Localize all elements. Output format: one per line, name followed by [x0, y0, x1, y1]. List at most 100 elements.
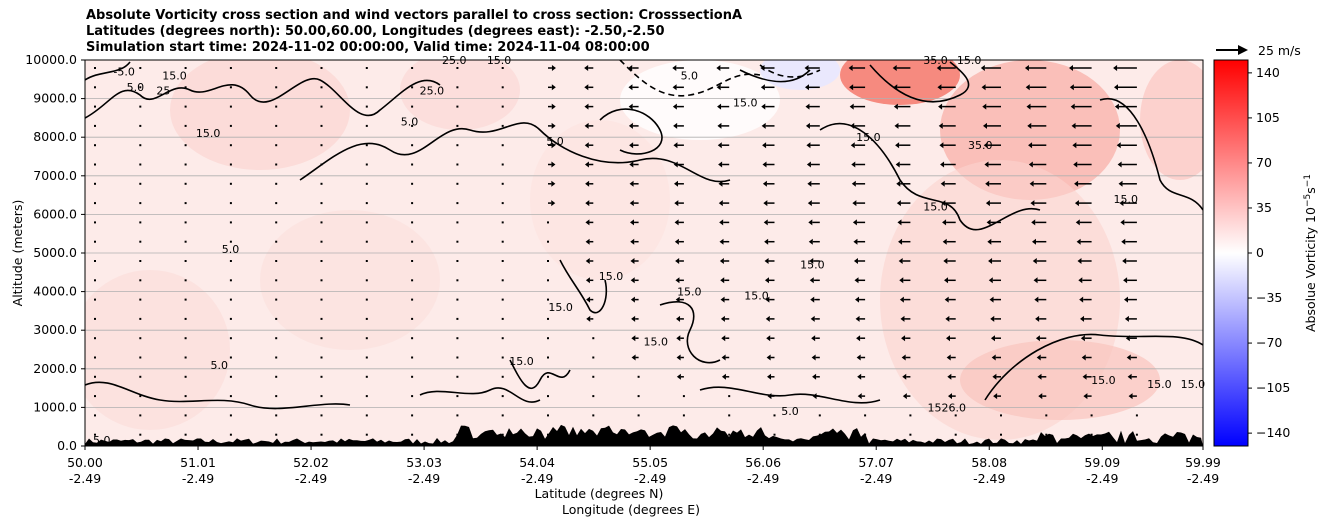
wind-vector-head-436: [1037, 373, 1042, 380]
wind-vector-135: [365, 356, 368, 359]
wind-vector-204: [548, 142, 556, 149]
wind-vector-dot-83: [275, 124, 278, 127]
wind-vector-449: [1076, 238, 1092, 245]
wind-vector-head-402: [982, 103, 987, 110]
wind-vector-440: [1069, 65, 1092, 71]
wind-vector-dot-57: [184, 395, 187, 398]
wind-vector-301: [760, 84, 775, 91]
wind-vector-147: [411, 202, 414, 205]
colorbar-tick-label-8: −140: [1256, 425, 1290, 440]
wind-vector-469: [1121, 238, 1137, 245]
wind-vector-head-300: [760, 65, 765, 71]
wind-vector-386: [940, 180, 956, 187]
wind-vector-114: [320, 337, 323, 340]
wind-vector-90: [275, 260, 278, 262]
wind-vector-242: [628, 103, 639, 110]
wind-vector-203: [548, 122, 556, 129]
wind-vector-207: [548, 200, 556, 207]
wind-vector-249: [630, 238, 639, 245]
wind-vector-10: [94, 260, 96, 262]
colorbar-tick-label-3: 35: [1256, 200, 1272, 215]
wind-vector-head-226: [585, 180, 590, 187]
wind-vector-393: [945, 315, 956, 322]
wind-vector-290: [719, 258, 730, 264]
wind-vector-head-382: [938, 103, 943, 110]
wind-vector-dot-103: [320, 124, 323, 127]
wind-vector-129: [365, 240, 368, 243]
wind-vector-dot-56: [184, 375, 187, 378]
wind-vector-95: [275, 356, 278, 359]
x-tick-label-lat-2: 52.02: [293, 455, 329, 470]
wind-vector-460: [1113, 65, 1137, 71]
wind-vector-dot-159: [411, 433, 414, 436]
wind-vector-394: [946, 335, 956, 342]
contour-label-32: 15.0: [733, 96, 758, 109]
wind-vector-35: [139, 356, 142, 359]
wind-vector-dot-71: [229, 279, 232, 282]
wind-vector-280: [716, 65, 730, 71]
wind-vector-dot-38: [139, 414, 142, 417]
wind-vector-118: [320, 414, 323, 417]
wind-vector-dot-181: [501, 86, 504, 89]
wind-vector-233: [586, 315, 594, 322]
wind-vector-209: [547, 240, 549, 243]
x-tick-label-lon-9: -2.49: [1086, 471, 1118, 486]
wind-vector-dot-54: [184, 337, 187, 340]
vorticity-patch-1: [840, 60, 960, 105]
wind-vector-384: [939, 142, 956, 149]
wind-vector-head-385: [940, 161, 945, 168]
wind-vector-dot-119: [320, 433, 323, 436]
wind-vector-217: [547, 395, 549, 398]
wind-vector-head-346: [851, 180, 856, 187]
wind-vector-dot-196: [501, 375, 504, 378]
wind-vector-dot-190: [501, 260, 504, 262]
wind-vector-dot-212: [547, 298, 549, 301]
wind-vector-251: [630, 277, 639, 284]
wind-vector-186: [501, 182, 504, 185]
contour-label-14: 15.0: [599, 270, 624, 283]
wind-vector-dot-67: [229, 202, 232, 205]
colorbar-label-unit: s: [1303, 187, 1318, 194]
wind-vector-head-301: [760, 84, 765, 91]
colorbar-tick-label-5: −35: [1256, 290, 1282, 305]
wind-vector-head-394: [946, 335, 951, 342]
wind-vector-head-414: [990, 335, 995, 342]
wind-vector-12: [94, 298, 96, 301]
wind-vector-311: [764, 277, 775, 284]
wind-vector-293: [720, 315, 730, 322]
wind-vector-head-450: [1077, 258, 1082, 264]
wind-vector-91: [275, 279, 278, 282]
wind-vector-head-249: [630, 238, 635, 245]
wind-vector-dot-13: [94, 317, 96, 320]
wind-vector-165: [456, 163, 459, 166]
wind-vector-dot-121: [365, 86, 368, 89]
vorticity-patch-9: [85, 270, 230, 430]
wind-vector-head-243: [628, 122, 633, 129]
wind-vector-head-431: [1033, 277, 1038, 284]
title-line-3: Simulation start time: 2024-11-02 00:00:…: [86, 40, 650, 55]
wind-vector-158: [411, 414, 414, 417]
wind-vector-19: [94, 433, 96, 436]
wind-vector-337: [812, 393, 820, 400]
wind-vector-dot-79: [229, 433, 232, 436]
wind-vector-dot-152: [411, 298, 414, 301]
title-line-1: Absolute Vorticity cross section and win…: [86, 8, 743, 23]
wind-vector-dot-62: [229, 105, 232, 108]
colorbar-gradient: [1213, 59, 1249, 447]
wind-vector-head-460: [1113, 65, 1118, 71]
wind-vector-dot-107: [320, 202, 323, 205]
wind-vector-dot-89: [275, 240, 278, 243]
wind-vector-322: [805, 103, 820, 110]
wind-vector-412: [989, 296, 1001, 303]
wind-vector-dot-160: [456, 67, 459, 69]
wind-vector-head-360: [892, 65, 897, 71]
wind-vector-head-421: [1025, 84, 1030, 91]
contour-label-26: 15.0: [1147, 378, 1172, 391]
wind-vector-38: [139, 414, 142, 417]
wind-vector-head-245: [629, 161, 634, 168]
wind-vector-51: [184, 279, 187, 282]
wind-vector-234: [592, 337, 595, 340]
wind-vector-head-313: [765, 315, 770, 322]
wind-vector-head-404: [983, 142, 988, 149]
contour-line-8: [559, 259, 608, 314]
